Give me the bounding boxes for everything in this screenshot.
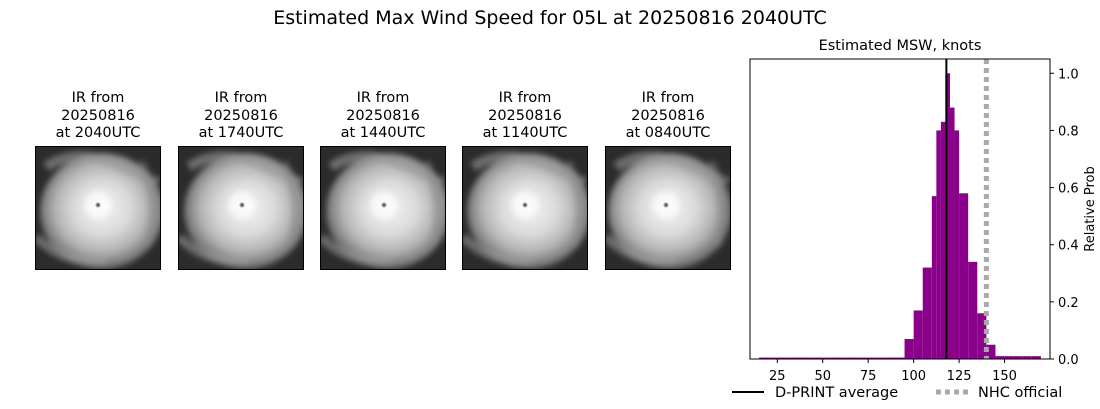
ir-caption-line: IR from [214,90,268,106]
ir-panel-caption: IR from 20250816 at 2040UTC [35,90,161,143]
histogram-bar [977,313,987,359]
chart-title: Estimated MSW, knots [819,38,982,54]
histogram-bar [904,339,914,359]
histogram-bar [831,357,841,359]
ir-caption-line: 20250816 [61,107,135,124]
ir-caption-line: IR from [71,90,125,106]
ir-satellite-image [605,146,731,270]
y-tick-label: 0.0 [1058,353,1079,368]
histogram-bar [913,310,923,359]
ir-panel-caption: IR from 20250816 at 1740UTC [178,90,304,143]
y-tick-label: 0.8 [1058,124,1079,139]
y-tick-label: 0.4 [1058,239,1079,254]
x-tick-label: 100 [901,369,926,384]
histogram-bar [986,344,996,359]
ir-caption-line: IR from [498,90,552,106]
ir-panel: IR from 20250816 at 1140UTC [462,90,588,270]
histogram-bar [786,357,796,359]
histogram-bar [968,261,978,359]
histogram-bar [840,357,850,359]
histogram-bar [768,357,778,359]
histogram-bar [931,196,937,359]
y-axis-label: Relative Prob [1083,166,1098,251]
legend-label-nhc: NHC official [978,385,1062,401]
ir-panel: IR from 20250816 at 0840UTC [605,90,731,270]
histogram-bar [850,357,860,359]
histogram-bar [922,267,932,359]
ir-satellite-image [320,146,446,270]
ir-satellite-image [35,146,161,270]
ir-caption-line: at 2040UTC [55,125,141,141]
histogram-bar [936,130,941,359]
y-tick-label: 1.0 [1058,67,1079,82]
ir-caption-line: at 0840UTC [625,125,711,141]
ir-panel: IR from 20250816 at 1440UTC [320,90,446,270]
ir-caption-line: 20250816 [346,107,420,124]
histogram-bar [950,107,955,359]
page-title: Estimated Max Wind Speed for 05L at 2025… [273,7,827,29]
ir-panel: IR from 20250816 at 1740UTC [178,90,304,270]
histogram-bar [822,357,832,359]
histogram-bar [859,357,869,359]
histogram-bar [804,357,814,359]
ir-caption-line: 20250816 [631,107,705,124]
ir-caption-line: at 1440UTC [340,125,426,141]
ir-caption-line: 20250816 [204,107,278,124]
ir-panel: IR from 20250816 at 2040UTC [35,90,161,270]
ir-caption-line: 20250816 [488,107,562,124]
histogram-bar [813,357,823,359]
legend-label-dprint: D-PRINT average [775,385,898,401]
histogram-bar [940,121,946,359]
y-tick-label: 0.2 [1058,296,1079,311]
histogram-bar [877,357,887,359]
histogram-bar [959,193,969,359]
histogram-bar [1013,356,1023,359]
plot-frame [749,58,1051,360]
histogram-bar [995,356,1005,359]
histogram-bar [954,130,960,359]
histogram-bar [868,357,878,359]
ir-satellite-image [462,146,588,270]
x-tick-label: 150 [992,369,1017,384]
ir-caption-line: at 1740UTC [198,125,284,141]
x-tick-label: 75 [860,369,877,384]
ir-panel-caption: IR from 20250816 at 1440UTC [320,90,446,143]
ir-satellite-image [178,146,304,270]
histogram-bar [759,357,769,359]
x-tick-label: 50 [814,369,831,384]
y-tick-label: 0.6 [1058,182,1079,197]
histogram-bar [895,357,905,359]
x-tick-label: 25 [769,369,786,384]
histogram-bar [1022,356,1032,359]
ir-panel-caption: IR from 20250816 at 1140UTC [462,90,588,143]
histogram-bar [945,73,950,360]
ir-caption-line: IR from [356,90,410,106]
ir-panel-caption: IR from 20250816 at 0840UTC [605,90,731,143]
histogram-bar [1004,356,1014,359]
ir-caption-line: at 1140UTC [482,125,568,141]
histogram-bar [777,357,787,359]
histogram-bar [795,357,805,359]
histogram-bar [1031,356,1041,359]
ir-caption-line: IR from [641,90,695,106]
x-tick-label: 125 [947,369,972,384]
histogram-bar [886,357,896,359]
